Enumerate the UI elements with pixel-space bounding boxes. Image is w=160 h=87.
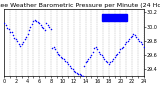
Point [106, 62, 109, 63]
Point [93, 47, 96, 49]
Point [68, 65, 71, 66]
Point [45, 22, 48, 24]
Point [134, 34, 136, 36]
Point [129, 37, 132, 38]
Point [67, 63, 69, 64]
Point [78, 74, 81, 75]
Point [58, 54, 61, 56]
Point [15, 39, 17, 40]
Point [38, 22, 40, 24]
Point [73, 70, 75, 71]
Point [87, 58, 90, 59]
Point [131, 35, 133, 37]
Point [94, 46, 97, 47]
Point [139, 42, 142, 43]
Point [81, 76, 84, 77]
Point [4, 25, 7, 26]
Point [135, 37, 138, 38]
Point [64, 60, 67, 62]
Point [9, 31, 11, 32]
Point [109, 62, 112, 63]
Point [12, 34, 14, 36]
Point [41, 26, 43, 27]
Point [47, 25, 49, 26]
Point [28, 29, 30, 31]
Point [122, 46, 124, 47]
Point [33, 19, 36, 20]
Point [138, 40, 140, 42]
Point [115, 54, 117, 56]
Point [83, 65, 85, 66]
Point [19, 45, 22, 47]
Point [120, 47, 123, 49]
Point [113, 56, 116, 57]
Point [42, 27, 45, 29]
Point [136, 39, 139, 40]
Point [10, 32, 13, 33]
Point [35, 20, 38, 22]
Point [13, 37, 16, 39]
Point [132, 33, 135, 34]
Point [65, 62, 68, 63]
Point [90, 54, 93, 56]
Title: Milwaukee Weather Barometric Pressure per Minute (24 Hours): Milwaukee Weather Barometric Pressure pe… [0, 3, 160, 8]
Point [55, 51, 58, 52]
Point [31, 23, 33, 25]
Point [61, 57, 64, 59]
Point [52, 46, 55, 47]
Point [60, 56, 62, 57]
Point [48, 26, 51, 27]
FancyBboxPatch shape [102, 14, 127, 21]
Point [3, 22, 6, 24]
Point [32, 20, 35, 22]
Point [51, 47, 53, 49]
Point [100, 54, 103, 56]
Point [20, 44, 23, 45]
Point [6, 27, 8, 29]
Point [70, 67, 72, 69]
Point [80, 74, 83, 76]
Point [29, 26, 32, 27]
Point [112, 58, 114, 59]
Point [77, 73, 80, 74]
Point [71, 69, 74, 70]
Point [39, 24, 42, 25]
Point [22, 42, 24, 43]
Point [142, 46, 145, 47]
Point [99, 53, 101, 54]
Point [26, 33, 29, 34]
Point [89, 56, 91, 57]
Point [7, 29, 10, 30]
Point [141, 44, 143, 45]
Point [105, 60, 107, 62]
Point [110, 60, 113, 62]
Point [23, 39, 26, 40]
Point [49, 28, 52, 29]
Point [86, 60, 88, 62]
Point [16, 40, 19, 42]
Point [57, 53, 59, 54]
Point [128, 39, 130, 40]
Point [119, 49, 122, 50]
Point [126, 40, 129, 42]
Point [76, 72, 78, 74]
Point [103, 58, 106, 59]
Point [54, 49, 56, 50]
Point [97, 51, 100, 52]
Point [25, 36, 27, 37]
Point [44, 29, 46, 31]
Point [125, 42, 128, 43]
Point [84, 62, 87, 63]
Point [116, 53, 119, 54]
Point [108, 63, 110, 64]
Point [96, 49, 98, 50]
Point [118, 51, 120, 52]
Point [123, 44, 126, 45]
Point [74, 72, 77, 73]
Point [18, 44, 20, 45]
Point [63, 59, 65, 60]
Point [102, 56, 104, 57]
Point [36, 21, 39, 22]
Point [92, 51, 94, 52]
